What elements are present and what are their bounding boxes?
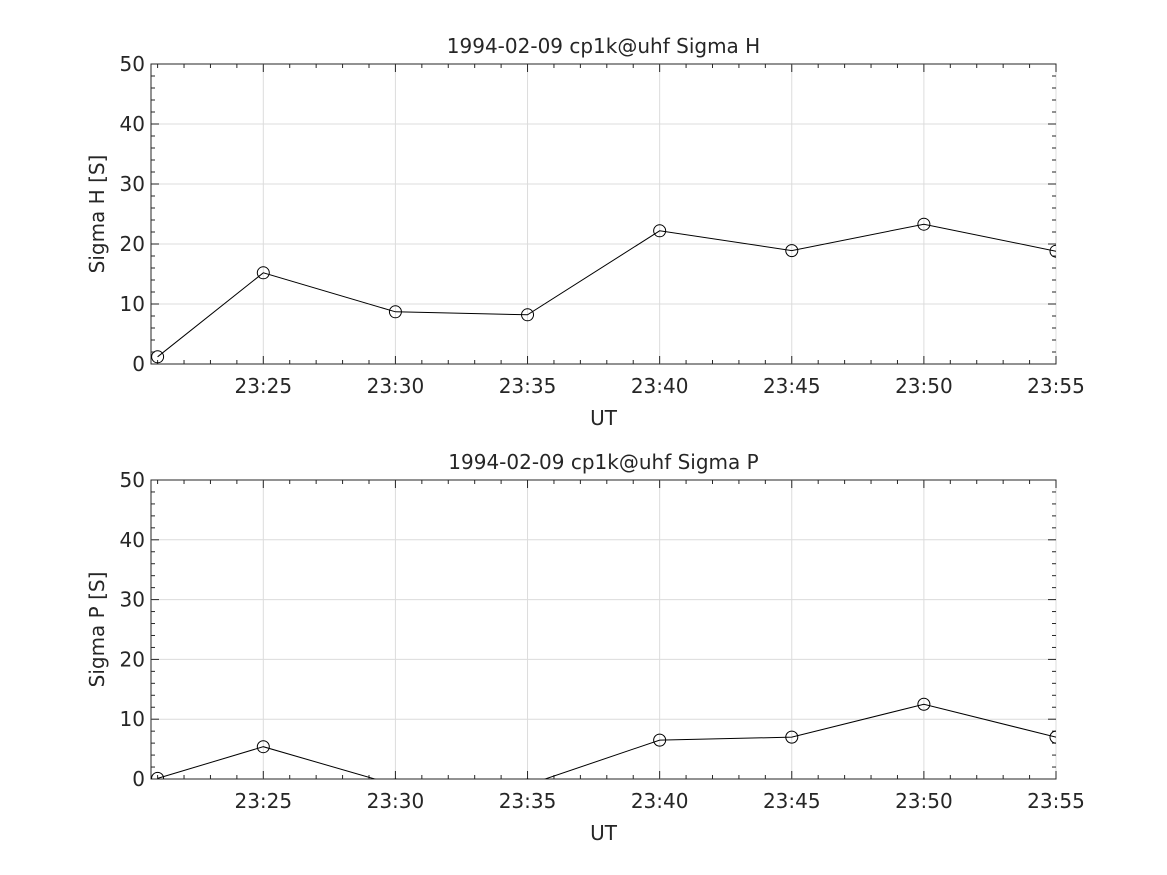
data-point bbox=[524, 778, 531, 779]
y-tick-label: 50 bbox=[120, 52, 145, 76]
axes-box bbox=[150, 479, 1057, 780]
sigma-p-panel: 23:25 23:30 23:35 23:40 23:45 23:50 23:55 0 10 2… bbox=[85, 450, 1085, 845]
data-point bbox=[256, 266, 270, 280]
x-tick-label: 23:30 bbox=[367, 789, 425, 813]
y-tick-label: 20 bbox=[120, 232, 145, 256]
y-tick-label: 10 bbox=[120, 707, 145, 731]
grid bbox=[151, 64, 1057, 364]
data-point bbox=[151, 350, 165, 364]
y-tick-labels: 0 10 20 30 40 50 bbox=[120, 468, 145, 791]
x-tick-label: 23:25 bbox=[234, 374, 292, 398]
y-tick-label: 50 bbox=[120, 468, 145, 492]
x-axis-label: UT bbox=[590, 821, 618, 845]
plot-area bbox=[151, 697, 1056, 779]
x-axis-label: UT bbox=[590, 406, 618, 430]
data-point bbox=[1049, 730, 1056, 744]
ticks bbox=[151, 63, 1057, 365]
data-point bbox=[785, 244, 799, 258]
series-line bbox=[157, 223, 1056, 358]
sigma-h-panel: 23:25 23:30 23:35 23:40 23:45 23:50 23:55 0 10 2… bbox=[85, 34, 1085, 430]
x-tick-label: 23:50 bbox=[895, 789, 953, 813]
chart-title: 1994-02-09 cp1k@uhf Sigma P bbox=[448, 450, 758, 474]
plot-area bbox=[151, 217, 1056, 364]
data-point bbox=[653, 224, 667, 238]
grid bbox=[151, 480, 1057, 779]
y-tick-label: 0 bbox=[132, 352, 145, 376]
x-tick-label: 23:50 bbox=[895, 374, 953, 398]
x-tick-label: 23:30 bbox=[367, 374, 425, 398]
x-tick-label: 23:45 bbox=[763, 374, 821, 398]
chart-title: 1994-02-09 cp1k@uhf Sigma H bbox=[447, 34, 760, 58]
x-tick-label: 23:35 bbox=[499, 789, 557, 813]
ticks bbox=[151, 479, 1057, 780]
data-point bbox=[785, 730, 799, 744]
data-point bbox=[521, 308, 535, 322]
x-tick-label: 23:25 bbox=[234, 789, 292, 813]
data-point bbox=[917, 697, 931, 711]
y-axis-label: Sigma H [S] bbox=[85, 155, 109, 274]
x-tick-label: 23:55 bbox=[1027, 374, 1085, 398]
data-point bbox=[392, 778, 398, 779]
y-axis-label: Sigma P [S] bbox=[85, 572, 109, 688]
y-tick-label: 10 bbox=[120, 292, 145, 316]
x-tick-labels: 23:25 23:30 23:35 23:40 23:45 23:50 23:55 bbox=[234, 374, 1084, 398]
series-line bbox=[157, 703, 1056, 779]
y-tick-labels: 0 10 20 30 40 50 bbox=[120, 52, 145, 376]
data-point bbox=[256, 740, 270, 754]
data-point bbox=[388, 305, 402, 319]
y-tick-label: 40 bbox=[120, 112, 145, 136]
y-tick-label: 30 bbox=[120, 588, 145, 612]
axes-box bbox=[150, 63, 1057, 365]
x-tick-label: 23:55 bbox=[1027, 789, 1085, 813]
y-tick-label: 20 bbox=[120, 647, 145, 671]
x-tick-label: 23:40 bbox=[631, 789, 689, 813]
x-tick-label: 23:40 bbox=[631, 374, 689, 398]
data-point bbox=[653, 733, 667, 747]
data-point bbox=[1049, 244, 1056, 258]
y-tick-label: 30 bbox=[120, 172, 145, 196]
x-tick-label: 23:35 bbox=[499, 374, 557, 398]
data-point bbox=[151, 771, 165, 779]
data-point bbox=[917, 217, 931, 231]
x-tick-labels: 23:25 23:30 23:35 23:40 23:45 23:50 23:55 bbox=[234, 789, 1084, 813]
x-tick-label: 23:45 bbox=[763, 789, 821, 813]
y-tick-label: 0 bbox=[132, 767, 145, 791]
y-tick-label: 40 bbox=[120, 528, 145, 552]
